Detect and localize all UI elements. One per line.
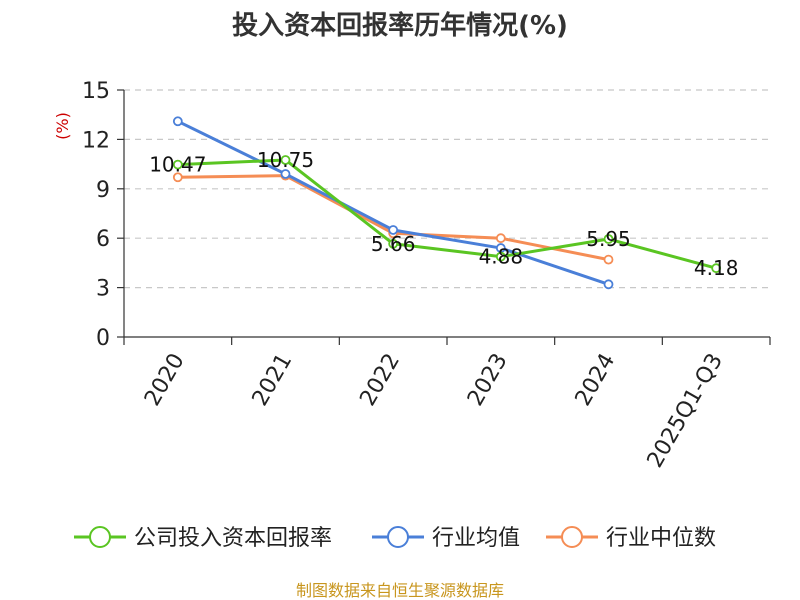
data-point[interactable] xyxy=(603,254,614,265)
x-tick-label: 2023 xyxy=(463,349,513,410)
legend-label: 行业中位数 xyxy=(606,526,716,551)
series-line xyxy=(177,158,717,270)
data-point[interactable] xyxy=(172,159,183,170)
x-tick-label: 2022 xyxy=(355,349,405,410)
x-tick-label: 2025Q1-Q3 xyxy=(643,349,728,472)
data-label: 10.47 xyxy=(149,153,206,177)
y-tick-label: 12 xyxy=(82,128,110,153)
axes: 0 3 6 9 12 15 2020 2021 2022 2023 2024 2025Q1-Q3 xyxy=(82,79,771,472)
legend-item[interactable]: 行业中位数 xyxy=(546,526,716,551)
data-point[interactable] xyxy=(388,225,399,235)
legend-item[interactable]: 行业均值 xyxy=(372,526,520,551)
series-lines xyxy=(172,116,722,290)
y-tick-label: 15 xyxy=(82,79,110,104)
data-point[interactable] xyxy=(495,251,506,262)
data-point[interactable] xyxy=(711,263,722,274)
data-point[interactable] xyxy=(603,234,614,244)
chart-title: 投入资本回报率历年情况(%) xyxy=(232,10,568,41)
data-label: 4.18 xyxy=(694,256,739,280)
x-tick-label: 2024 xyxy=(571,349,621,410)
data-point[interactable] xyxy=(495,233,506,244)
legend[interactable]: 公司投入资本回报率 行业均值 行业中位数 xyxy=(74,526,716,551)
data-label: 5.66 xyxy=(371,232,416,256)
data-label: 4.88 xyxy=(479,245,524,269)
legend-marker xyxy=(561,526,583,548)
legend-label: 公司投入资本回报率 xyxy=(134,526,332,551)
y-tick-label: 6 xyxy=(96,227,110,252)
source-note: 制图数据来自恒生聚源数据库 xyxy=(296,581,504,600)
data-point[interactable] xyxy=(603,279,614,290)
x-tick-label: 2021 xyxy=(248,349,298,410)
series-line xyxy=(177,119,609,286)
data-point[interactable] xyxy=(172,172,183,183)
data-point[interactable] xyxy=(388,238,399,249)
data-point[interactable] xyxy=(280,169,291,179)
data-point[interactable] xyxy=(280,155,291,165)
legend-item[interactable]: 公司投入资本回报率 xyxy=(74,526,332,551)
legend-marker xyxy=(387,526,409,548)
data-label: 5.95 xyxy=(586,227,631,251)
legend-marker xyxy=(89,526,111,548)
x-tick-label: 2020 xyxy=(140,349,190,410)
legend-label: 行业均值 xyxy=(432,526,520,551)
y-tick-label: 0 xyxy=(96,326,110,351)
data-label: 10.75 xyxy=(257,148,314,172)
data-point[interactable] xyxy=(172,116,183,127)
y-tick-label: 3 xyxy=(96,277,110,302)
y-tick-label: 9 xyxy=(96,178,110,203)
y-axis-label: (%) xyxy=(53,112,72,140)
data-labels: 10.47 10.75 5.66 4.88 5.95 4.18 xyxy=(149,148,738,280)
